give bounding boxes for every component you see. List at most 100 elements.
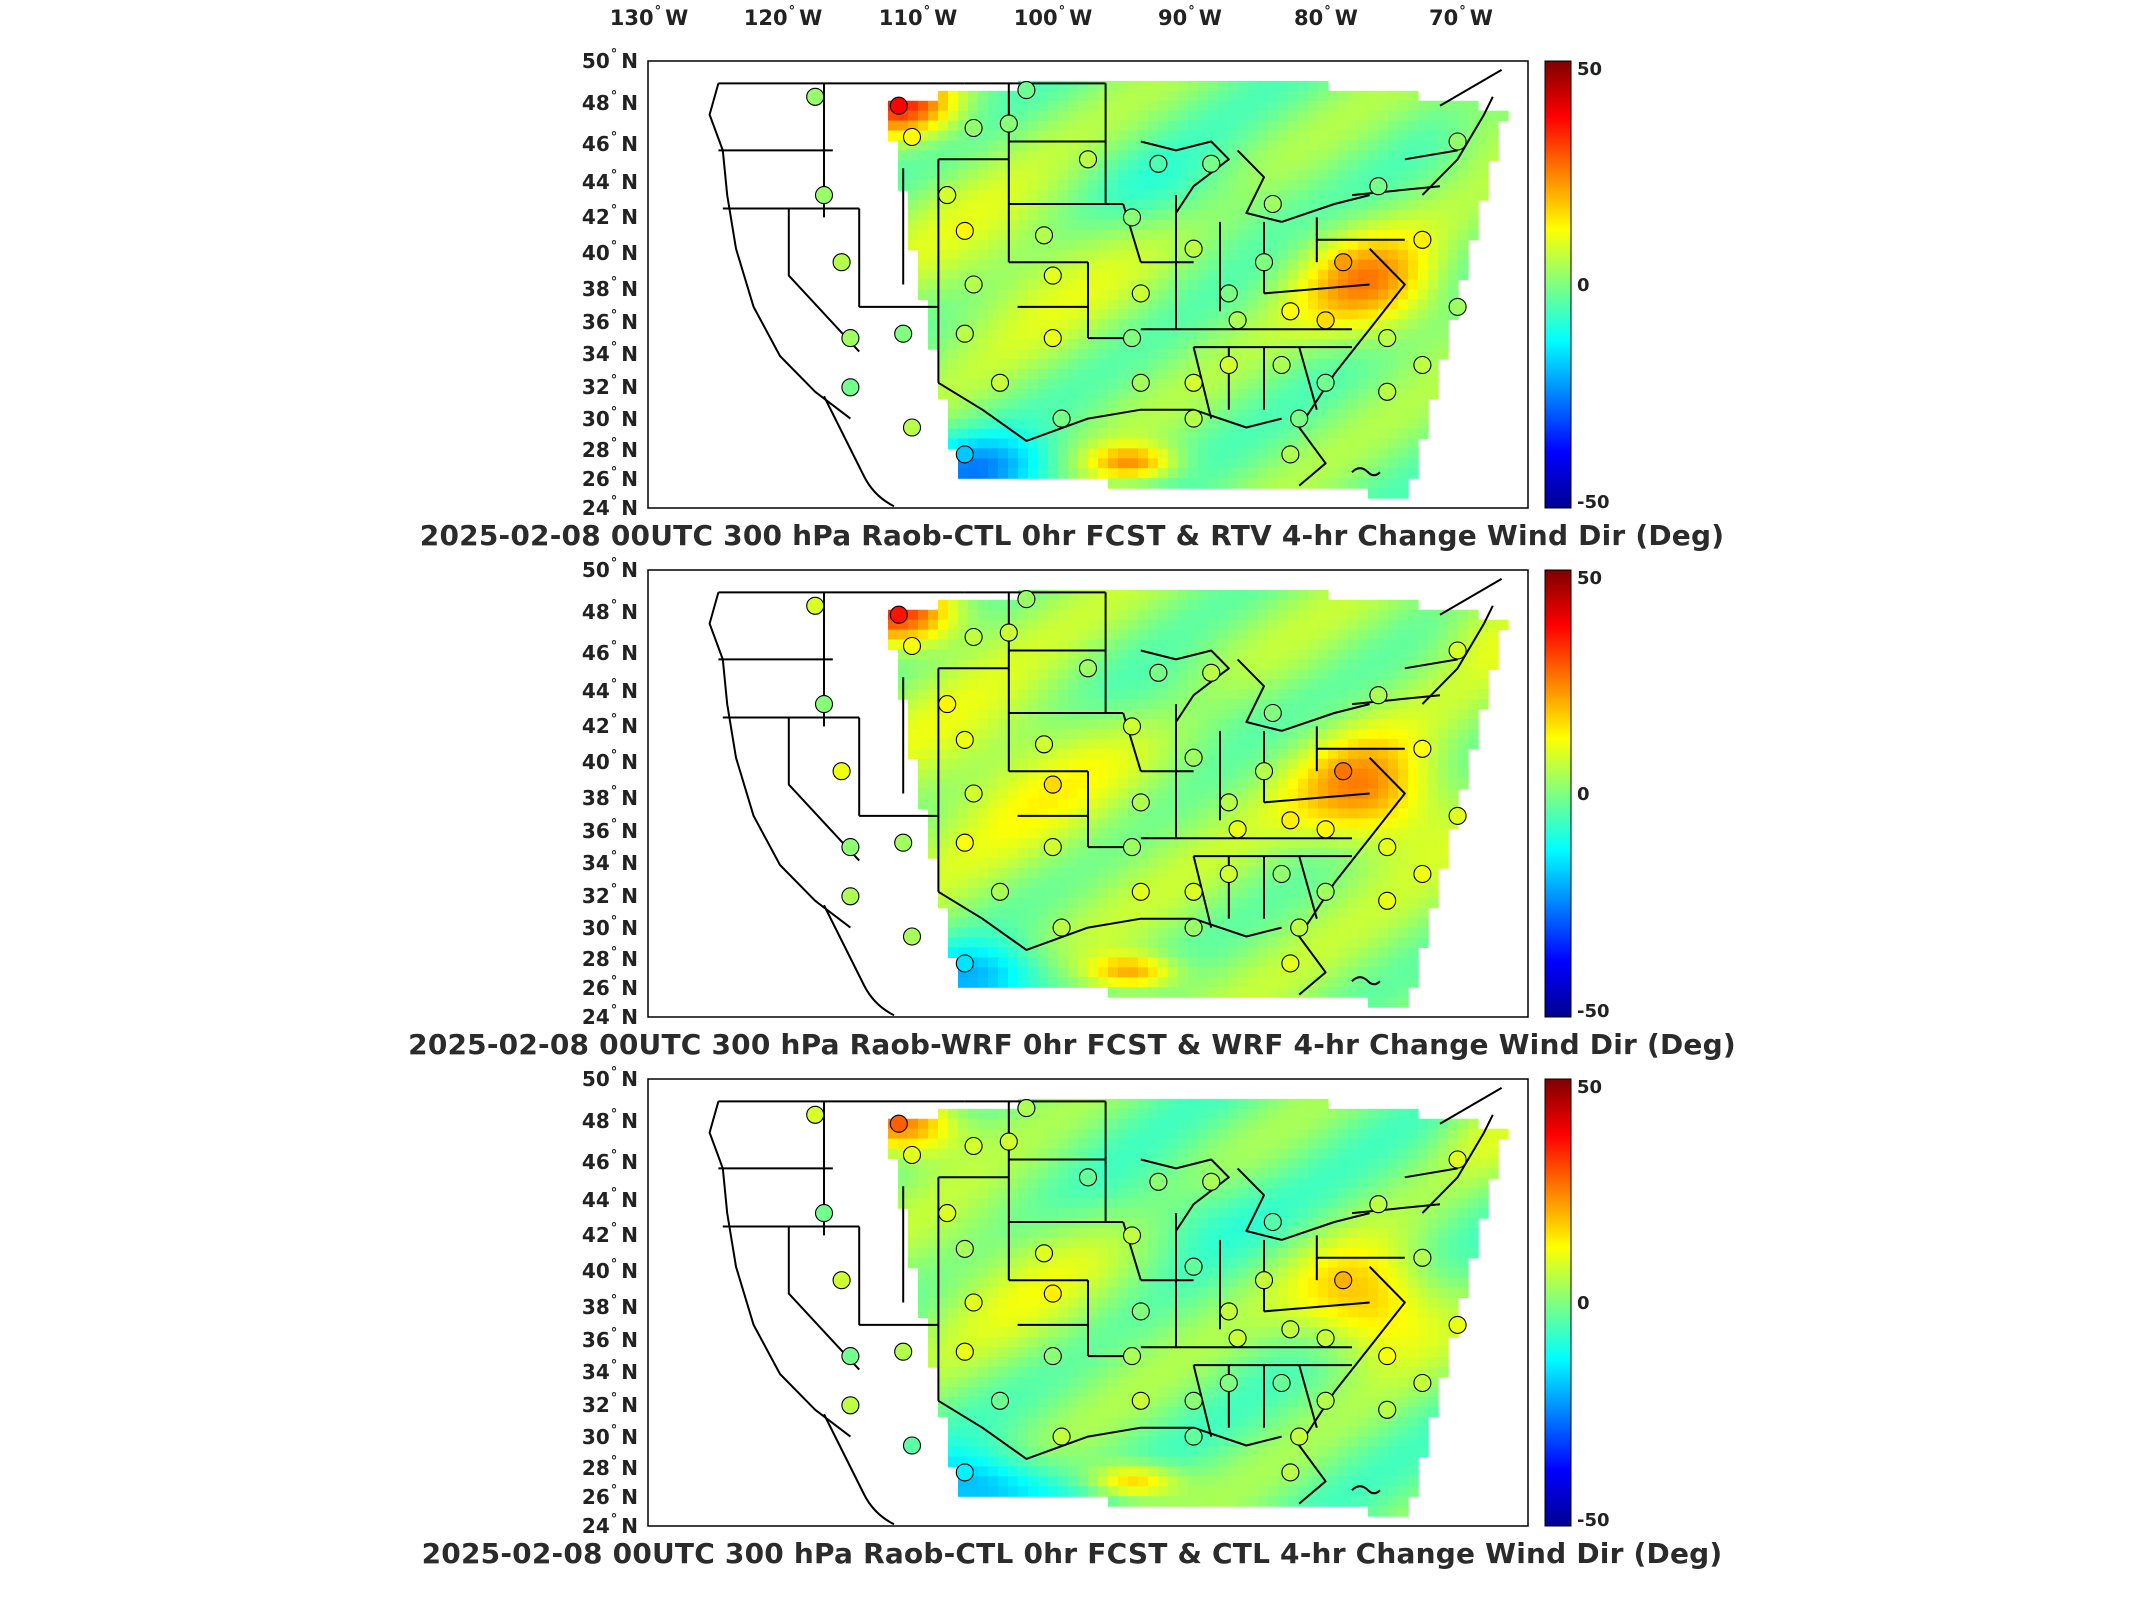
station-marker bbox=[814, 695, 834, 714]
station-marker bbox=[1448, 297, 1467, 316]
station-marker bbox=[1034, 1244, 1054, 1263]
station-marker bbox=[1131, 1302, 1150, 1321]
station-marker bbox=[894, 1342, 913, 1361]
station-marker bbox=[1254, 762, 1274, 781]
longitude-label: 70° W bbox=[1429, 4, 1493, 30]
latitude-label: 42° N bbox=[581, 203, 638, 230]
station-marker bbox=[999, 114, 1018, 133]
station-marker bbox=[1219, 1373, 1238, 1393]
station-marker bbox=[1017, 81, 1036, 100]
latitude-label: 48° N bbox=[581, 89, 638, 116]
station-marker bbox=[894, 833, 913, 852]
latitude-label: 46° N bbox=[581, 129, 638, 156]
latitude-label: 40° N bbox=[581, 748, 638, 775]
station-marker bbox=[1184, 1427, 1203, 1446]
station-marker bbox=[964, 1136, 983, 1156]
latitude-label: 38° N bbox=[581, 274, 638, 301]
station-marker bbox=[1254, 1271, 1274, 1290]
station-marker bbox=[1413, 864, 1432, 884]
station-marker bbox=[1131, 373, 1150, 392]
station-marker bbox=[1219, 864, 1238, 884]
station-marker bbox=[1131, 793, 1150, 812]
station-marker bbox=[1378, 329, 1397, 348]
station-marker bbox=[1281, 302, 1300, 321]
longitude-label: 80° W bbox=[1294, 4, 1358, 30]
station-marker bbox=[1378, 891, 1397, 910]
latitude-label: 44° N bbox=[581, 676, 638, 703]
latitude-label: 42° N bbox=[581, 1221, 638, 1248]
latitude-label: 50° N bbox=[581, 556, 638, 582]
station-marker bbox=[1184, 918, 1203, 937]
station-marker bbox=[1034, 735, 1054, 754]
latitude-label: 32° N bbox=[581, 373, 638, 400]
map-panel bbox=[647, 1078, 1529, 1527]
station-marker bbox=[1043, 838, 1062, 857]
station-marker bbox=[814, 1204, 834, 1223]
station-marker bbox=[964, 784, 983, 803]
station-marker bbox=[902, 418, 922, 437]
station-marker bbox=[1122, 838, 1142, 857]
latitude-label: 40° N bbox=[581, 1257, 638, 1284]
wind-direction-field bbox=[888, 80, 1509, 499]
station-marker bbox=[1122, 329, 1142, 348]
colorbar-mid-label: 0 bbox=[1577, 783, 1590, 805]
longitude-label: 100° W bbox=[1013, 4, 1093, 30]
station-marker bbox=[1316, 1391, 1335, 1410]
station-marker bbox=[964, 275, 983, 294]
state-boundaries bbox=[708, 1087, 1503, 1526]
latitude-label: 24° N bbox=[581, 1003, 638, 1029]
station-marker bbox=[1228, 1329, 1247, 1348]
station-marker bbox=[1263, 703, 1282, 723]
raob-stations bbox=[806, 81, 1467, 464]
latitude-label: 36° N bbox=[581, 817, 638, 844]
colorbar-min-label: -50 bbox=[1577, 1001, 1610, 1022]
station-marker bbox=[990, 1391, 1010, 1410]
station-marker bbox=[990, 373, 1010, 392]
latitude-label: 32° N bbox=[581, 1391, 638, 1418]
station-marker bbox=[1122, 208, 1142, 227]
station-marker bbox=[1369, 1195, 1388, 1214]
station-marker bbox=[938, 1204, 957, 1223]
station-marker bbox=[1316, 373, 1335, 392]
map-panel bbox=[647, 569, 1529, 1018]
station-marker bbox=[999, 623, 1018, 642]
latitude-label: 28° N bbox=[581, 944, 638, 971]
station-marker bbox=[955, 730, 974, 749]
station-marker bbox=[1272, 1373, 1291, 1393]
station-marker bbox=[1202, 663, 1221, 682]
colorbar-max-label: 50 bbox=[1577, 1077, 1603, 1098]
latitude-label: 46° N bbox=[581, 1147, 638, 1174]
station-marker bbox=[1448, 1150, 1467, 1169]
station-marker bbox=[955, 324, 974, 343]
station-marker bbox=[1122, 1226, 1142, 1245]
latitude-label: 32° N bbox=[581, 882, 638, 909]
raob-stations bbox=[806, 590, 1467, 973]
station-marker bbox=[1334, 253, 1353, 272]
station-marker bbox=[1334, 1271, 1353, 1290]
wind-direction-field bbox=[888, 589, 1509, 1008]
station-marker bbox=[1263, 194, 1282, 214]
panel-title: 2025-02-08 00UTC 300 hPa Raob-WRF 0hr FC… bbox=[408, 1028, 1736, 1061]
station-marker bbox=[1378, 1347, 1397, 1366]
station-marker bbox=[955, 833, 974, 852]
latitude-label: 34° N bbox=[581, 848, 638, 875]
station-marker bbox=[1378, 382, 1397, 401]
station-marker bbox=[841, 1347, 860, 1366]
station-marker bbox=[1043, 1284, 1062, 1303]
panel-title: 2025-02-08 00UTC 300 hPa Raob-CTL 0hr FC… bbox=[419, 519, 1725, 552]
station-marker bbox=[889, 1114, 908, 1133]
map-panel bbox=[647, 60, 1529, 509]
station-marker bbox=[1281, 1320, 1300, 1339]
station-marker bbox=[1043, 329, 1062, 348]
latitude-label: 50° N bbox=[581, 47, 638, 73]
station-marker bbox=[806, 1105, 825, 1124]
station-marker bbox=[1369, 177, 1388, 196]
station-marker bbox=[955, 221, 974, 240]
station-marker bbox=[1281, 811, 1300, 830]
station-marker bbox=[1078, 150, 1098, 169]
latitude-label: 34° N bbox=[581, 339, 638, 366]
colorbar-mid-label: 0 bbox=[1577, 1292, 1590, 1314]
station-marker bbox=[1078, 1168, 1098, 1187]
latitude-label: 30° N bbox=[581, 913, 638, 940]
station-marker bbox=[841, 329, 860, 348]
